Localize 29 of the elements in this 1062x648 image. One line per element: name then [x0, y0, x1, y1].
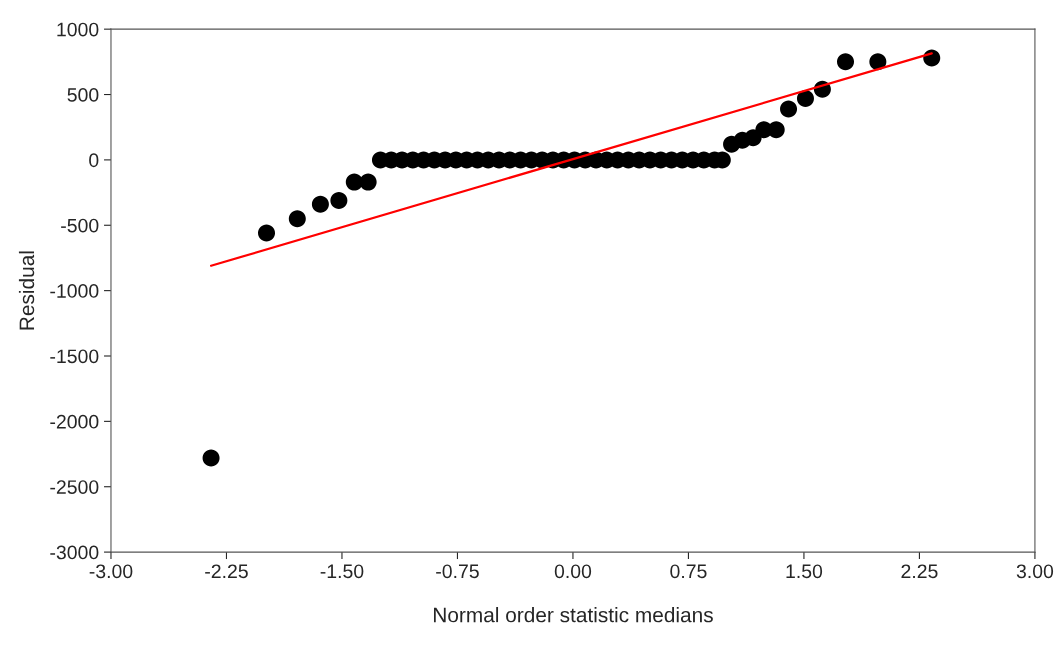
x-tick-label: 3.00 — [1016, 564, 1054, 579]
y-tick-label: 0 — [89, 153, 99, 168]
y-tick-label: 500 — [67, 87, 99, 102]
y-tick-label: -3000 — [50, 545, 99, 560]
x-tick-label: 0.00 — [554, 564, 592, 579]
y-tick-label: 1000 — [57, 22, 99, 37]
x-tick-label: 0.75 — [670, 564, 707, 579]
point — [330, 191, 348, 209]
x-tick-label: 2.25 — [901, 564, 938, 579]
y-tick-label: -1500 — [50, 349, 99, 364]
y-tick-label: -1000 — [50, 284, 99, 298]
x-tick-label: -0.75 — [436, 564, 479, 579]
point — [288, 210, 306, 228]
y-tick-label: -2000 — [50, 414, 99, 429]
point — [780, 100, 798, 118]
point — [837, 53, 855, 71]
point — [359, 173, 377, 191]
point — [202, 449, 220, 467]
point — [311, 195, 329, 213]
x-tick-label: -3.00 — [89, 564, 133, 579]
y-axis-title: Residual — [18, 251, 35, 330]
point — [258, 224, 276, 242]
point — [796, 89, 814, 107]
y-tick-label: -500 — [61, 218, 99, 233]
x-tick-label: 1.50 — [786, 564, 823, 579]
x-tick-label: -2.25 — [205, 564, 248, 579]
x-axis-title: Normal order statistic medians — [434, 607, 713, 623]
y-tick-label: -2500 — [50, 480, 99, 494]
x-tick-label: -1.50 — [320, 564, 364, 579]
